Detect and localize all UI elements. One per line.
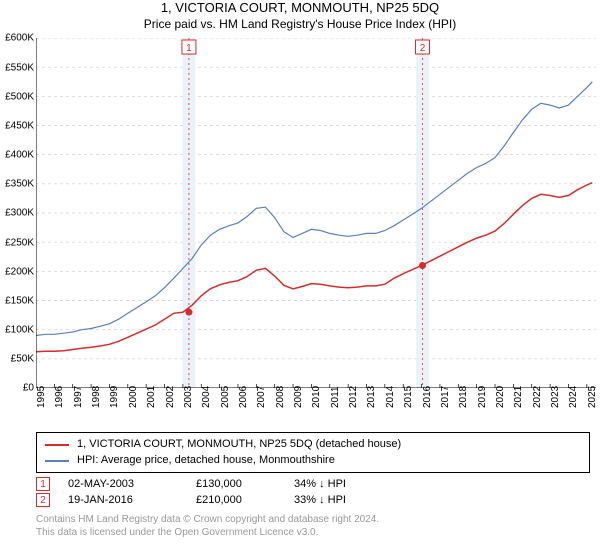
footer-line-1: Contains HM Land Registry data © Crown c… bbox=[36, 513, 590, 526]
x-tick-label: 1998 bbox=[91, 386, 102, 408]
transactions-table: 1 02-MAY-2003 £130,000 34% ↓ HPI 2 19-JAN-201… bbox=[36, 477, 590, 507]
x-tick-label: 2007 bbox=[256, 386, 267, 408]
x-tick-label: 2018 bbox=[458, 386, 469, 408]
x-tick-label: 2016 bbox=[422, 386, 433, 408]
footer-text: Contains HM Land Registry data © Crown c… bbox=[36, 513, 590, 539]
y-tick-label: £150K bbox=[5, 295, 34, 306]
legend-swatch bbox=[45, 444, 69, 446]
x-tick-label: 2004 bbox=[201, 386, 212, 408]
x-tick-label: 2020 bbox=[495, 386, 506, 408]
legend-label: HPI: Average price, detached house, Monm… bbox=[77, 453, 335, 468]
y-tick-label: £100K bbox=[5, 325, 34, 336]
y-tick-label: £50K bbox=[11, 354, 34, 365]
footer-line-2: This data is licensed under the Open Gov… bbox=[36, 526, 590, 539]
y-axis-labels: £0£50K£100K£150K£200K£250K£300K£350K£400… bbox=[0, 38, 36, 388]
chart-subtitle: Price paid vs. HM Land Registry's House … bbox=[0, 17, 600, 33]
y-tick-label: £200K bbox=[5, 266, 34, 277]
legend-label: 1, VICTORIA COURT, MONMOUTH, NP25 5DQ (d… bbox=[77, 437, 401, 452]
y-tick-label: £600K bbox=[5, 33, 34, 44]
y-tick-label: £300K bbox=[5, 208, 34, 219]
y-tick-label: £350K bbox=[5, 179, 34, 190]
y-tick-label: £250K bbox=[5, 237, 34, 248]
x-tick-label: 2011 bbox=[330, 387, 341, 409]
transaction-row: 1 02-MAY-2003 £130,000 34% ↓ HPI bbox=[36, 477, 590, 491]
x-tick-label: 2015 bbox=[403, 386, 414, 408]
x-tick-label: 2006 bbox=[238, 386, 249, 408]
legend-box: 1, VICTORIA COURT, MONMOUTH, NP25 5DQ (d… bbox=[36, 432, 590, 473]
transaction-delta: 34% ↓ HPI bbox=[294, 478, 374, 490]
svg-text:2: 2 bbox=[420, 43, 426, 54]
x-tick-label: 2005 bbox=[220, 386, 231, 408]
transaction-delta: 33% ↓ HPI bbox=[294, 494, 374, 506]
x-tick-label: 1999 bbox=[109, 386, 120, 408]
x-tick-label: 2023 bbox=[550, 386, 561, 408]
legend-swatch bbox=[45, 460, 69, 462]
x-tick-label: 2022 bbox=[532, 386, 543, 408]
x-tick-label: 1995 bbox=[36, 386, 47, 408]
transaction-price: £130,000 bbox=[196, 478, 276, 490]
x-tick-label: 2021 bbox=[513, 386, 524, 408]
x-tick-label: 1996 bbox=[54, 386, 65, 408]
chart-svg: 12 bbox=[36, 38, 596, 388]
transaction-marker: 1 bbox=[36, 477, 50, 491]
svg-text:1: 1 bbox=[186, 43, 192, 54]
x-tick-label: 2008 bbox=[275, 386, 286, 408]
y-tick-label: £400K bbox=[5, 150, 34, 161]
y-tick-label: £0 bbox=[23, 383, 34, 394]
transaction-marker: 2 bbox=[36, 493, 50, 507]
x-tick-label: 2013 bbox=[366, 386, 377, 408]
x-tick-label: 2001 bbox=[146, 386, 157, 408]
x-tick-label: 2014 bbox=[385, 386, 396, 408]
x-tick-label: 2003 bbox=[183, 386, 194, 408]
transaction-date: 02-MAY-2003 bbox=[68, 478, 178, 490]
transaction-row: 2 19-JAN-2016 £210,000 33% ↓ HPI bbox=[36, 493, 590, 507]
x-tick-label: 2024 bbox=[568, 386, 579, 408]
legend-row: HPI: Average price, detached house, Monm… bbox=[45, 453, 581, 468]
legend-row: 1, VICTORIA COURT, MONMOUTH, NP25 5DQ (d… bbox=[45, 437, 581, 452]
transaction-price: £210,000 bbox=[196, 494, 276, 506]
x-tick-label: 1997 bbox=[73, 386, 84, 408]
x-tick-label: 2000 bbox=[128, 386, 139, 408]
x-tick-label: 2009 bbox=[293, 386, 304, 408]
x-tick-label: 2012 bbox=[348, 386, 359, 408]
y-tick-label: £500K bbox=[5, 91, 34, 102]
x-tick-label: 2010 bbox=[311, 386, 322, 408]
x-axis-labels: 1995 1996 1997 1998 1999 2000 2001 2002 2003 2004… bbox=[36, 388, 596, 423]
y-tick-label: £550K bbox=[5, 62, 34, 73]
x-tick-label: 2019 bbox=[477, 386, 488, 408]
chart-area: 12 £0£50K£100K£150K£200K£250K£300K£350K£… bbox=[36, 38, 596, 388]
x-tick-label: 2017 bbox=[440, 386, 451, 408]
chart-title: 1, VICTORIA COURT, MONMOUTH, NP25 5DQ bbox=[0, 0, 600, 17]
transaction-date: 19-JAN-2016 bbox=[68, 494, 178, 506]
y-tick-label: £450K bbox=[5, 120, 34, 131]
x-tick-label: 2002 bbox=[165, 386, 176, 408]
x-tick-label: 2025 bbox=[587, 386, 598, 408]
